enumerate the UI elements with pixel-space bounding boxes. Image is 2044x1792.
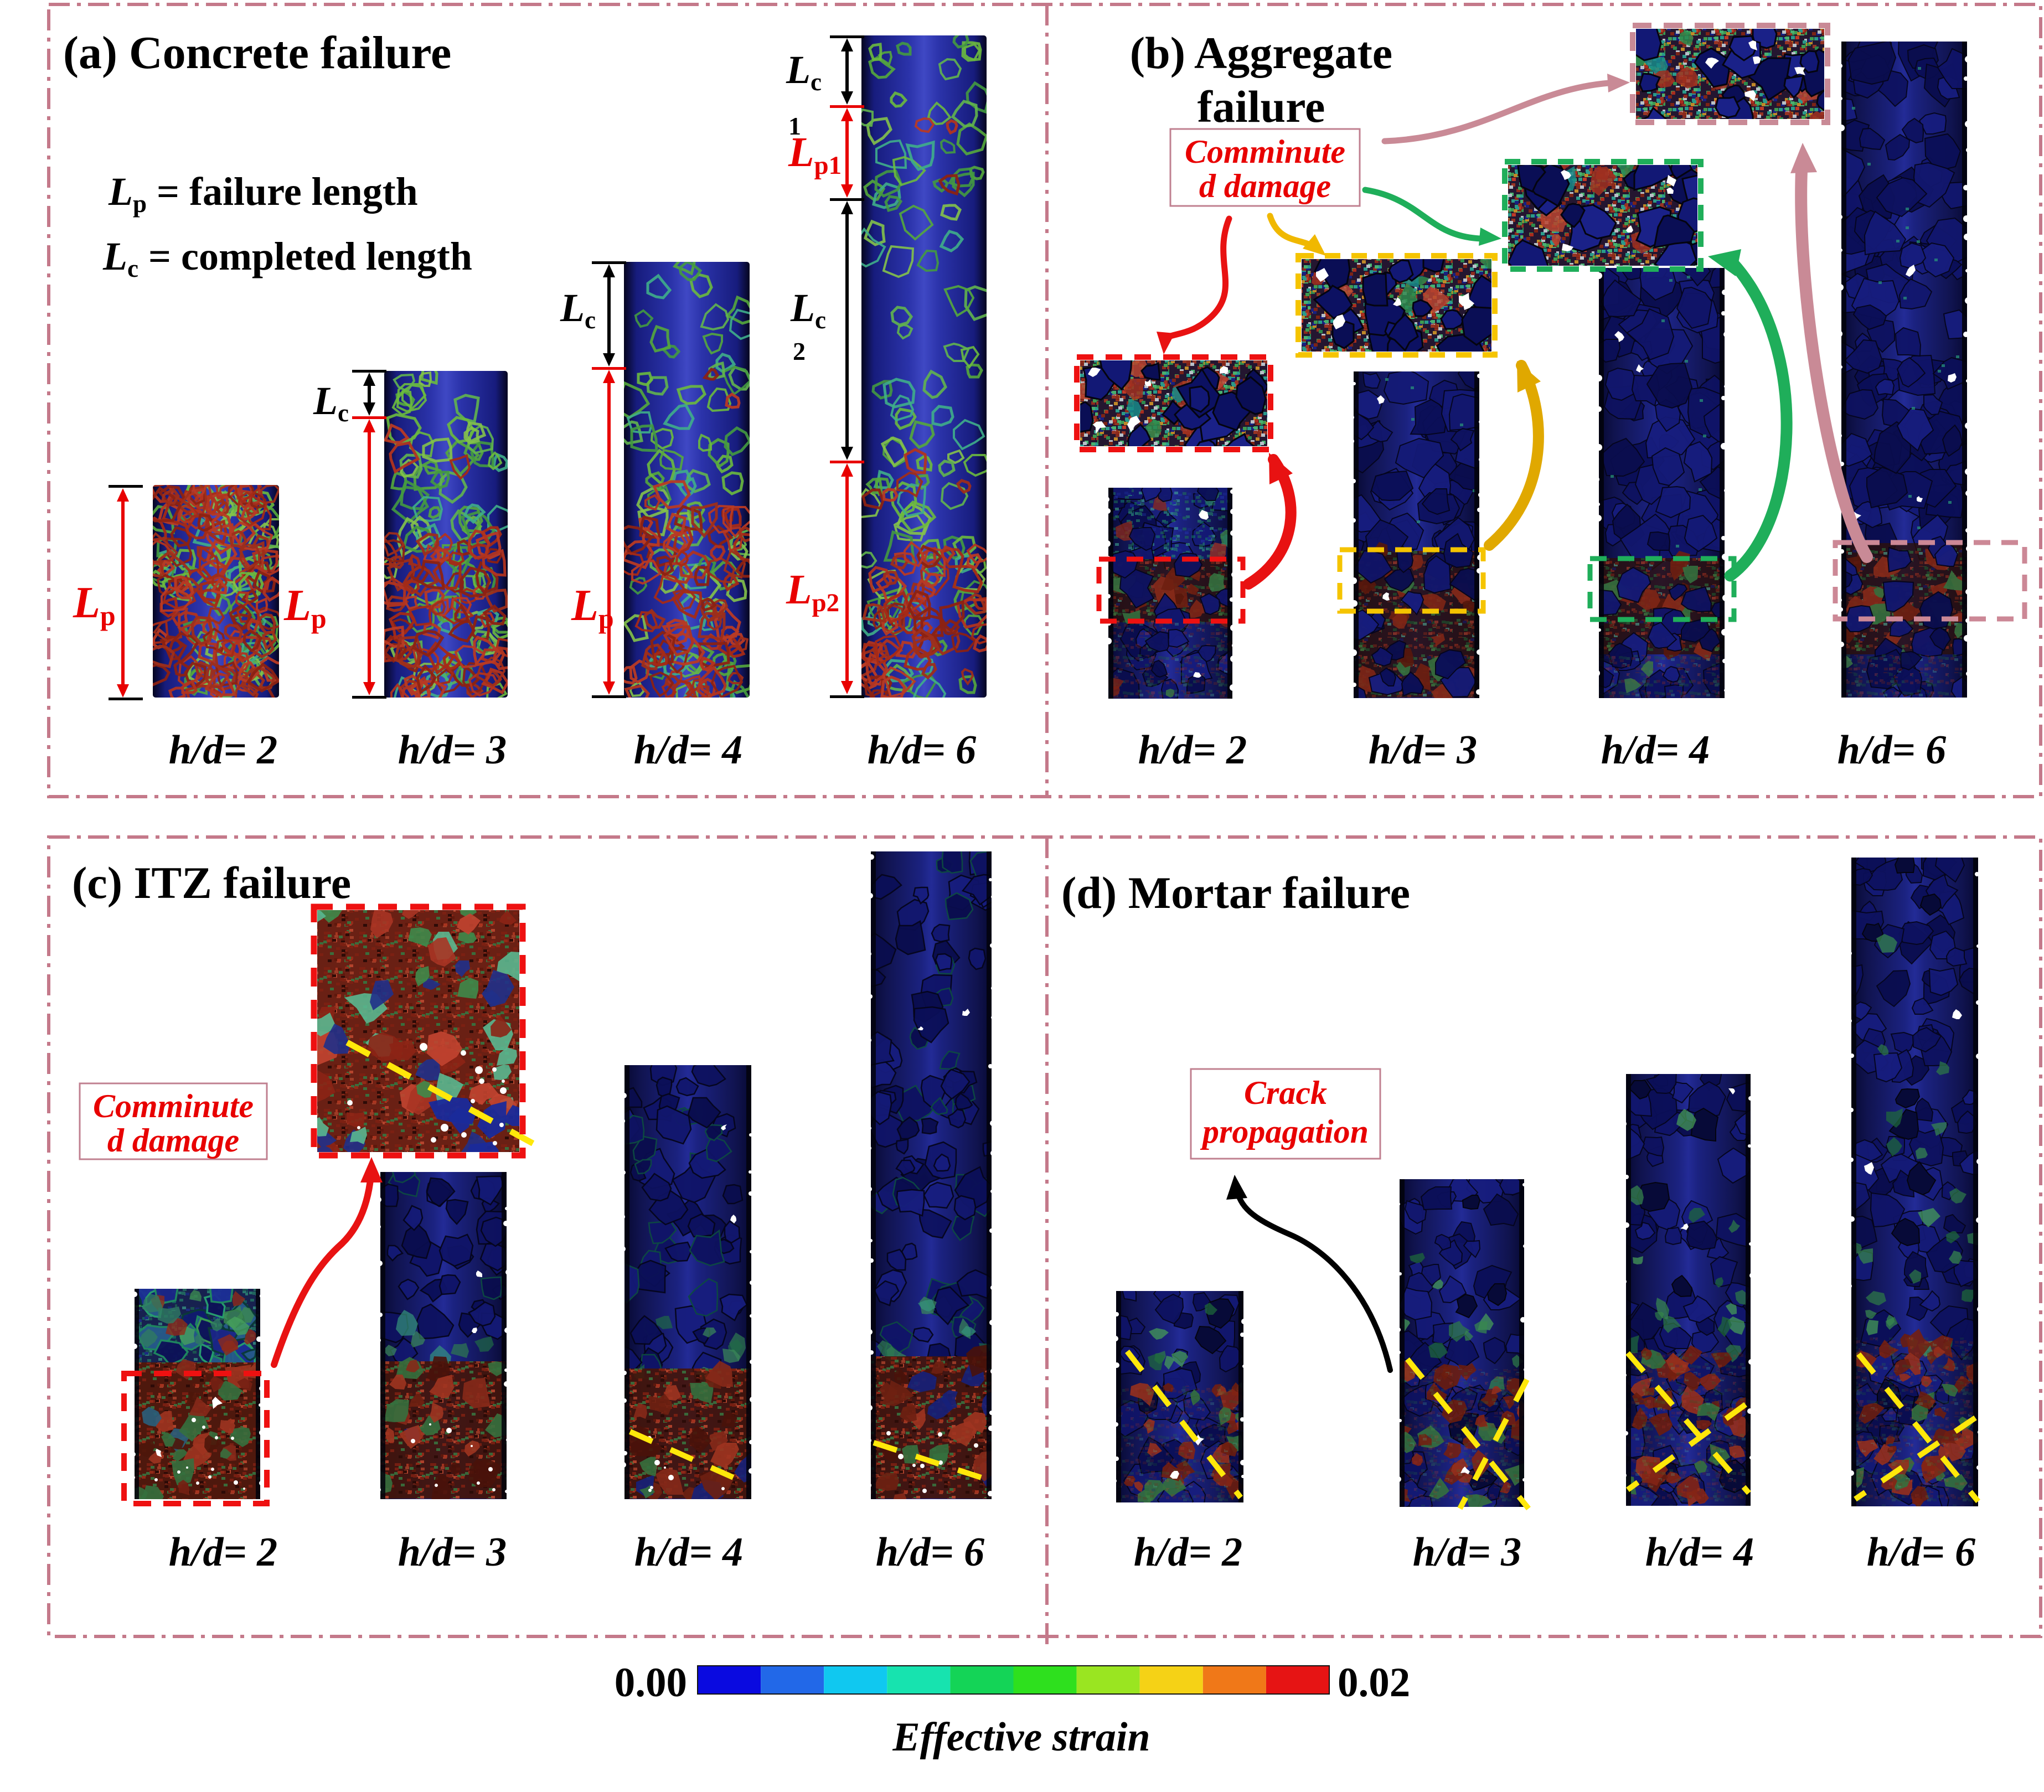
svg-text:h/d= 4: h/d= 4 bbox=[634, 1530, 743, 1575]
svg-text:Lp1: Lp1 bbox=[788, 129, 842, 180]
svg-text:h/d= 4: h/d= 4 bbox=[1601, 727, 1710, 773]
svg-text:Lp: Lp bbox=[571, 581, 614, 634]
svg-text:h/d= 2: h/d= 2 bbox=[1134, 1530, 1242, 1575]
svg-text:2: 2 bbox=[793, 337, 806, 365]
svg-text:Lp2: Lp2 bbox=[786, 566, 839, 617]
svg-text:d damage: d damage bbox=[1199, 168, 1331, 204]
svg-text:Lp: Lp bbox=[73, 579, 116, 631]
svg-text:Lp: Lp bbox=[283, 581, 327, 634]
svg-text:1: 1 bbox=[788, 112, 801, 140]
svg-text:(d) Mortar failure: (d) Mortar failure bbox=[1061, 867, 1410, 918]
svg-text:h/d= 6: h/d= 6 bbox=[868, 727, 976, 773]
svg-text:Lc: Lc bbox=[560, 286, 596, 334]
svg-text:Lc: Lc bbox=[313, 379, 349, 427]
svg-text:h/d= 2: h/d= 2 bbox=[1138, 727, 1247, 773]
svg-text:(a) Concrete failure: (a) Concrete failure bbox=[63, 27, 451, 79]
svg-text:0.02: 0.02 bbox=[1338, 1660, 1410, 1706]
svg-text:Comminute: Comminute bbox=[93, 1088, 254, 1124]
svg-text:(b) Aggregate: (b) Aggregate bbox=[1130, 28, 1392, 78]
svg-text:Comminute: Comminute bbox=[1185, 133, 1345, 170]
svg-text:failure: failure bbox=[1198, 81, 1325, 132]
svg-text:Lc: Lc bbox=[786, 48, 822, 96]
svg-text:d damage: d damage bbox=[107, 1122, 239, 1159]
svg-text:h/d= 3: h/d= 3 bbox=[398, 727, 507, 773]
svg-text:propagation: propagation bbox=[1200, 1113, 1369, 1150]
svg-text:(c) ITZ failure: (c) ITZ failure bbox=[72, 858, 351, 908]
svg-text:h/d= 6: h/d= 6 bbox=[1867, 1530, 1975, 1575]
svg-text:Effective strain: Effective strain bbox=[892, 1714, 1150, 1760]
svg-text:h/d= 6: h/d= 6 bbox=[876, 1530, 984, 1575]
svg-text:h/d= 3: h/d= 3 bbox=[398, 1530, 507, 1575]
svg-text:Lp = failure length: Lp = failure length bbox=[108, 169, 418, 218]
svg-text:h/d= 2: h/d= 2 bbox=[169, 727, 277, 773]
svg-text:h/d= 6: h/d= 6 bbox=[1837, 727, 1946, 773]
svg-text:Crack: Crack bbox=[1244, 1075, 1327, 1111]
svg-text:Lc = completed length: Lc = completed length bbox=[102, 234, 472, 282]
svg-text:h/d= 3: h/d= 3 bbox=[1369, 727, 1477, 773]
svg-text:0.00: 0.00 bbox=[615, 1660, 687, 1706]
svg-text:h/d= 4: h/d= 4 bbox=[1645, 1530, 1754, 1575]
svg-text:h/d= 4: h/d= 4 bbox=[634, 727, 742, 773]
svg-text:h/d= 3: h/d= 3 bbox=[1413, 1530, 1521, 1575]
svg-text:h/d= 2: h/d= 2 bbox=[169, 1530, 277, 1575]
svg-text:Lc: Lc bbox=[790, 286, 826, 334]
